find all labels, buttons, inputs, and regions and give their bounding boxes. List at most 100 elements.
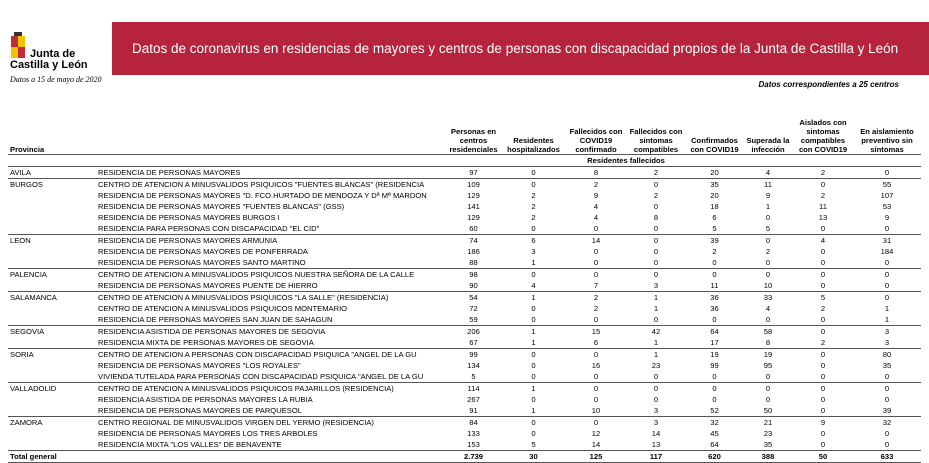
- value: 15: [566, 325, 626, 337]
- row: CENTRO DE ATENCION A MINUSVALIDOS PSIQUI…: [8, 303, 921, 314]
- value: 0: [743, 268, 793, 280]
- value: 97: [446, 166, 501, 179]
- value: 64: [710, 439, 719, 449]
- province: AVILA: [8, 166, 96, 179]
- total-row: Total general 2.739 30 125 117 620 388 50 633: [8, 450, 921, 463]
- row: RESIDENCIA DE PERSONAS MAYORES "LOS ROYA…: [8, 360, 921, 371]
- value: 0: [884, 257, 890, 267]
- column-header: En aislamiento preventivo sin síntomas: [853, 108, 921, 155]
- value: 11: [710, 280, 719, 290]
- value: 1: [626, 291, 686, 303]
- value: 129: [467, 190, 480, 200]
- value: 3: [626, 416, 686, 428]
- residence-name: RESIDENCIA DE PERSONAS MAYORES "FUENTES …: [98, 201, 345, 211]
- value: 74: [446, 234, 501, 246]
- value: 0: [593, 257, 599, 267]
- value: 67: [469, 337, 478, 347]
- value: 0: [531, 428, 536, 438]
- value: 0: [653, 394, 659, 404]
- value: 2: [531, 201, 536, 211]
- value: 1: [501, 382, 566, 394]
- value: 19: [743, 348, 793, 360]
- value: 1: [653, 303, 659, 313]
- province: [8, 439, 96, 451]
- value: 3: [884, 337, 890, 347]
- value: 0: [712, 314, 717, 324]
- value: 8: [566, 166, 626, 179]
- value: 0: [686, 268, 743, 280]
- value: 0: [593, 246, 599, 256]
- column-header: Superada la infección: [743, 108, 793, 155]
- value: 0: [626, 382, 686, 394]
- logo-text: Junta de: [30, 48, 76, 60]
- value: 8: [765, 337, 771, 347]
- value: 3: [653, 405, 659, 415]
- value: 0: [820, 405, 826, 415]
- value: 1: [501, 291, 566, 303]
- value: 13: [818, 212, 828, 222]
- value: 0: [884, 439, 890, 449]
- column-header: Personas en centros residenciales: [446, 108, 501, 155]
- subheader: Residentes fallecidos: [587, 155, 665, 165]
- value: 1: [884, 303, 890, 313]
- value: 14: [591, 439, 601, 449]
- value: 2: [531, 212, 536, 222]
- value: 0: [531, 314, 536, 324]
- value: 2: [593, 303, 599, 313]
- title: Datos de coronavirus en residencias de m…: [132, 41, 899, 56]
- value: 3: [853, 325, 921, 337]
- residence-name: CENTRO REGIONAL DE MINUSVALIDOS VIRGEN D…: [96, 416, 446, 428]
- value: 60: [469, 223, 478, 233]
- value: 6: [501, 234, 566, 246]
- value: 50: [763, 405, 773, 415]
- value: 4: [593, 201, 599, 211]
- value: 11: [743, 178, 793, 190]
- value: 0: [566, 268, 626, 280]
- province: [8, 190, 96, 201]
- value: 1: [626, 348, 686, 360]
- value: 64: [686, 325, 743, 337]
- value: 59: [469, 314, 478, 324]
- value: 0: [593, 314, 599, 324]
- total-value: 2.739: [446, 450, 501, 463]
- value: 20: [686, 166, 743, 179]
- value: 0: [531, 394, 536, 404]
- column-header: Confirmados con COVID19: [686, 108, 743, 155]
- value: 133: [467, 428, 480, 438]
- value: 0: [653, 257, 659, 267]
- value: 1: [501, 325, 566, 337]
- column-header: Fallecidos con sintomas compatibles: [626, 108, 686, 155]
- value: 19: [686, 348, 743, 360]
- value: 0: [593, 394, 599, 404]
- residence-name: CENTRO DE ATENCION A MINUSVALIDOS PSIQUI…: [96, 291, 446, 303]
- residence-name: RESIDENCIA DE PERSONAS MAYORES SANTO MAR…: [98, 257, 306, 267]
- table: Provincia Personas en centros residencial…: [8, 108, 921, 463]
- province: [8, 314, 96, 326]
- header-row: Provincia Personas en centros residencial…: [8, 108, 921, 155]
- value: 0: [884, 394, 890, 404]
- date: Datos a 15 de mayo de 2020: [10, 75, 102, 84]
- residence-name: RESIDENCIA DE PERSONAS MAYORES DE PONFER…: [98, 246, 308, 256]
- province: [8, 337, 96, 349]
- value: 45: [710, 428, 719, 438]
- value: 0: [853, 166, 921, 179]
- value: 0: [653, 223, 659, 233]
- value: 35: [763, 439, 773, 449]
- value: 55: [853, 178, 921, 190]
- value: 0: [626, 234, 686, 246]
- value: 0: [765, 371, 771, 381]
- value: 5: [712, 223, 717, 233]
- residence-name: RESIDENCIA DE PERSONAS MAYORES "LOS ROYA…: [98, 360, 301, 370]
- value: 0: [566, 416, 626, 428]
- value: 0: [793, 348, 853, 360]
- value: 0: [884, 280, 890, 290]
- value: 91: [469, 405, 478, 415]
- province: SEGOVIA: [8, 325, 96, 337]
- value: 114: [446, 382, 501, 394]
- value: 3: [531, 246, 536, 256]
- province: [8, 280, 96, 292]
- value: 6: [593, 337, 599, 347]
- residence-name: RESIDENCIA DE PERSONAS MAYORES ARMUNIA: [96, 234, 446, 246]
- value: 39: [882, 405, 892, 415]
- residence-name: VIVIENDA TUTELADA PARA PERSONAS CON DISC…: [98, 371, 424, 381]
